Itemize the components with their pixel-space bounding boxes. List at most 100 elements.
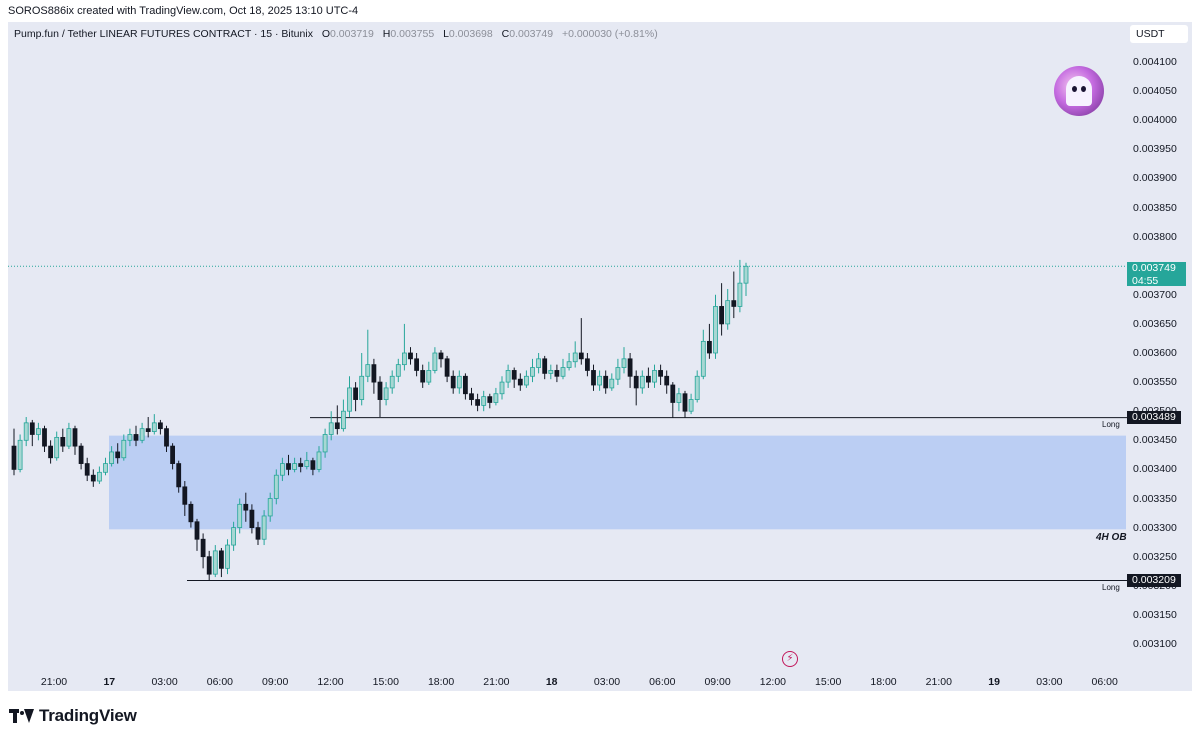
candle-up (279, 463, 285, 476)
candle-down (469, 393, 474, 400)
candle-up (292, 463, 298, 470)
candle-up (340, 410, 346, 430)
candle-up (743, 265, 749, 284)
x-tick-label: 17 (103, 676, 116, 688)
candle-up (609, 378, 615, 389)
candle-up (273, 474, 279, 499)
candle-up (322, 434, 328, 453)
candle-up (639, 375, 645, 389)
candle-up (700, 340, 706, 377)
y-tick-label: 0.003350 (1133, 492, 1177, 505)
candle-up (481, 396, 487, 406)
y-tick-label: 0.003100 (1133, 638, 1177, 650)
candle-down (249, 509, 255, 529)
candle-up (316, 451, 322, 470)
candle-up (505, 370, 511, 383)
currency-button[interactable]: USDT (1130, 25, 1188, 43)
countdown-label: 04:55 (1132, 275, 1159, 287)
x-tick-label: 03:00 (1036, 676, 1063, 688)
candle-up (621, 358, 627, 368)
candle-down (164, 428, 169, 447)
candle-down (188, 503, 194, 523)
candle-up (261, 515, 267, 540)
candle-up (109, 451, 114, 464)
candle-down (603, 375, 609, 389)
candle-down (585, 358, 590, 371)
candle-down (218, 550, 224, 569)
candle-down (145, 428, 151, 432)
candle-up (530, 367, 535, 377)
candle-up (151, 422, 157, 432)
low-key: L (443, 28, 449, 40)
chart-area[interactable] (8, 22, 1192, 691)
candle-down (243, 503, 249, 511)
y-tick-label: 0.003150 (1133, 608, 1177, 621)
y-tick-label: 0.003550 (1133, 376, 1177, 389)
x-tick-label: 06:00 (1091, 676, 1118, 688)
candle-down (438, 352, 444, 360)
chart-attribution: SOROS886ix created with TradingView.com,… (8, 5, 359, 17)
candle-down (475, 399, 481, 406)
x-tick-label: 06:00 (206, 676, 234, 688)
price-chart[interactable] (8, 22, 1192, 691)
x-tick-label: 03:00 (593, 676, 621, 688)
candle-up (524, 375, 529, 386)
x-tick-label: 21:00 (483, 676, 510, 688)
candle-down (310, 460, 316, 470)
candle-up (103, 463, 108, 473)
candle-down (719, 306, 724, 325)
long-note: Long (1102, 582, 1120, 592)
candle-down (408, 352, 413, 360)
candle-down (298, 463, 304, 467)
candle-down (60, 436, 66, 447)
candle-up (389, 375, 395, 389)
candle-down (29, 422, 35, 435)
candle-down (194, 521, 200, 540)
candle-up (365, 364, 371, 377)
x-tick-label: 09:00 (704, 676, 731, 688)
candle-down (591, 370, 596, 386)
candle-up (548, 370, 554, 374)
x-tick-label: 21:00 (40, 676, 68, 688)
open-value: 0.003719 (330, 28, 374, 40)
lightning-icon[interactable]: ⚡ (782, 651, 798, 667)
low-value: 0.003698 (448, 28, 493, 40)
candle-up (499, 381, 505, 395)
tradingview-logo: TradingView (9, 705, 137, 727)
candle-down (487, 396, 493, 403)
candle-up (139, 428, 145, 441)
candle-up (713, 306, 718, 354)
candle-up (652, 370, 657, 383)
x-tick-label: 21:00 (925, 676, 952, 688)
candle-up (737, 282, 743, 307)
candle-down (450, 375, 456, 389)
candle-down (658, 370, 663, 377)
x-tick-label: 18:00 (427, 676, 455, 688)
close-value: 0.003749 (509, 28, 554, 40)
candle-down (42, 428, 47, 447)
candle-down (255, 527, 261, 540)
level-price-tag: 0.003209 (1127, 574, 1181, 588)
candle-up (127, 434, 133, 441)
candle-down (633, 375, 639, 389)
y-tick-label: 0.004100 (1133, 56, 1177, 68)
x-tick-label: 09:00 (262, 676, 289, 688)
change-value: +0.000030 (+0.81%) (561, 28, 658, 40)
candle-up (456, 375, 462, 389)
candle-down (200, 538, 206, 558)
candle-up (597, 375, 602, 386)
candle-up (676, 393, 682, 403)
candle-down (517, 378, 523, 386)
symbol-title[interactable]: Pump.fun / Tether LINEAR FUTURES CONTRAC… (14, 28, 313, 40)
candle-up (237, 503, 243, 529)
high-key: H (382, 28, 391, 40)
candle-up (383, 387, 389, 400)
candle-down (84, 463, 90, 476)
candle-up (54, 436, 60, 459)
candle-down (542, 358, 548, 374)
candle-up (212, 550, 218, 575)
candle-up (225, 544, 230, 569)
x-tick-label: 06:00 (649, 676, 676, 688)
y-tick-label: 0.003450 (1133, 434, 1177, 447)
x-tick-label: 12:00 (759, 676, 787, 688)
